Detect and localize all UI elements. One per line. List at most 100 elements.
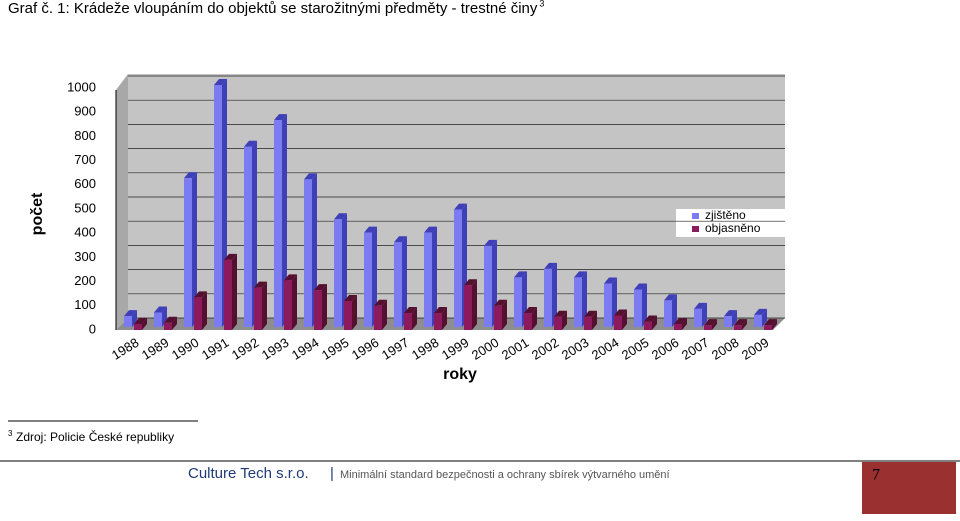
bar-top [574,271,587,278]
bar-top [124,310,137,317]
x-tick-label: 2000 [469,335,501,363]
bar-side [192,172,197,327]
bar [254,287,262,330]
bar-top [494,299,507,306]
bar-top [764,319,777,326]
bar-top [754,308,767,315]
bar [274,120,282,327]
bar-side [472,279,477,330]
bar [494,305,502,330]
bar [124,316,132,327]
x-tick-label: 1988 [109,335,141,363]
x-tick-label: 1989 [139,335,171,363]
bar-top [164,316,177,323]
legend-label: zjištěno [705,208,746,222]
bar-top [544,262,557,269]
x-tick-label: 1999 [439,335,471,363]
bar [424,232,432,327]
bar-top [304,173,317,180]
y-tick-label: 100 [74,297,96,312]
bar-side [702,302,707,327]
y-tick-label: 500 [74,200,96,215]
bar-top [374,299,387,306]
bar [214,85,222,327]
x-tick-label: 1990 [169,335,201,363]
footnote-ref: 3 [539,0,544,8]
bar-top [364,226,377,233]
bar [314,290,322,330]
footer-text: Minimální standard bezpečnosti a ochrany… [340,469,670,481]
bar [604,283,612,327]
x-tick-label: 1996 [349,335,381,363]
bar-side [442,307,447,330]
bar-top [664,294,677,301]
legend-label: objasněno [705,221,761,235]
bar-side [742,319,747,330]
bar-top [134,317,147,324]
bar-side [552,262,557,327]
bar [634,289,642,327]
x-tick-label: 2006 [649,335,681,363]
bar-top [434,307,447,314]
bar-side [622,309,627,330]
bar-top [724,310,737,317]
bar [194,297,202,330]
bar-side [772,319,777,330]
page-box [862,462,956,514]
bar [674,323,682,330]
bar-top [634,283,647,290]
bar [734,325,742,330]
x-tick-label: 2007 [679,335,711,363]
x-tick-label: 2001 [499,335,531,363]
bar-top [344,294,357,301]
bar [454,209,462,327]
bar [374,305,382,330]
bar [484,245,492,327]
bar-side [672,294,677,327]
x-tick-label: 1997 [379,335,411,363]
bar-top [314,284,327,291]
bar-side [352,294,357,330]
bar [754,314,762,327]
bar-top [694,302,707,309]
bar-top [424,226,437,233]
bar-side [532,307,537,330]
bar [664,300,672,327]
bar-side [142,317,147,330]
bar-top [404,307,417,314]
legend-swatch [692,213,699,219]
x-tick-label: 2003 [559,335,591,363]
bar [364,232,372,327]
bar-top [184,172,197,179]
bar-top [394,236,407,243]
x-tick-label: 1995 [319,335,351,363]
x-tick-label: 1991 [199,335,231,363]
bar-side [582,271,587,327]
x-axis-label: roky [443,366,477,383]
bar [724,316,732,327]
bar [544,268,552,327]
bar-top [614,309,627,316]
bar [394,242,402,327]
bar-side [682,317,687,330]
footer-separator: | [330,465,334,482]
bar-top [334,213,347,220]
bar-side [712,319,717,330]
bar [154,312,162,327]
bar-top [734,319,747,326]
page-number: 7 [872,467,880,484]
bar-side [252,140,257,327]
bar-side [652,315,657,330]
bar-side [322,284,327,330]
bar [224,259,232,330]
bar-top [554,310,567,317]
footnote-text: Zdroj: Policie České republiky [16,429,174,444]
x-tick-label: 2004 [589,335,621,363]
bar-side [232,253,237,330]
y-tick-label: 1000 [67,79,96,94]
bar-side [592,310,597,330]
bar-side [282,114,287,327]
x-tick-label: 1994 [289,335,321,363]
bar-top [514,271,527,278]
